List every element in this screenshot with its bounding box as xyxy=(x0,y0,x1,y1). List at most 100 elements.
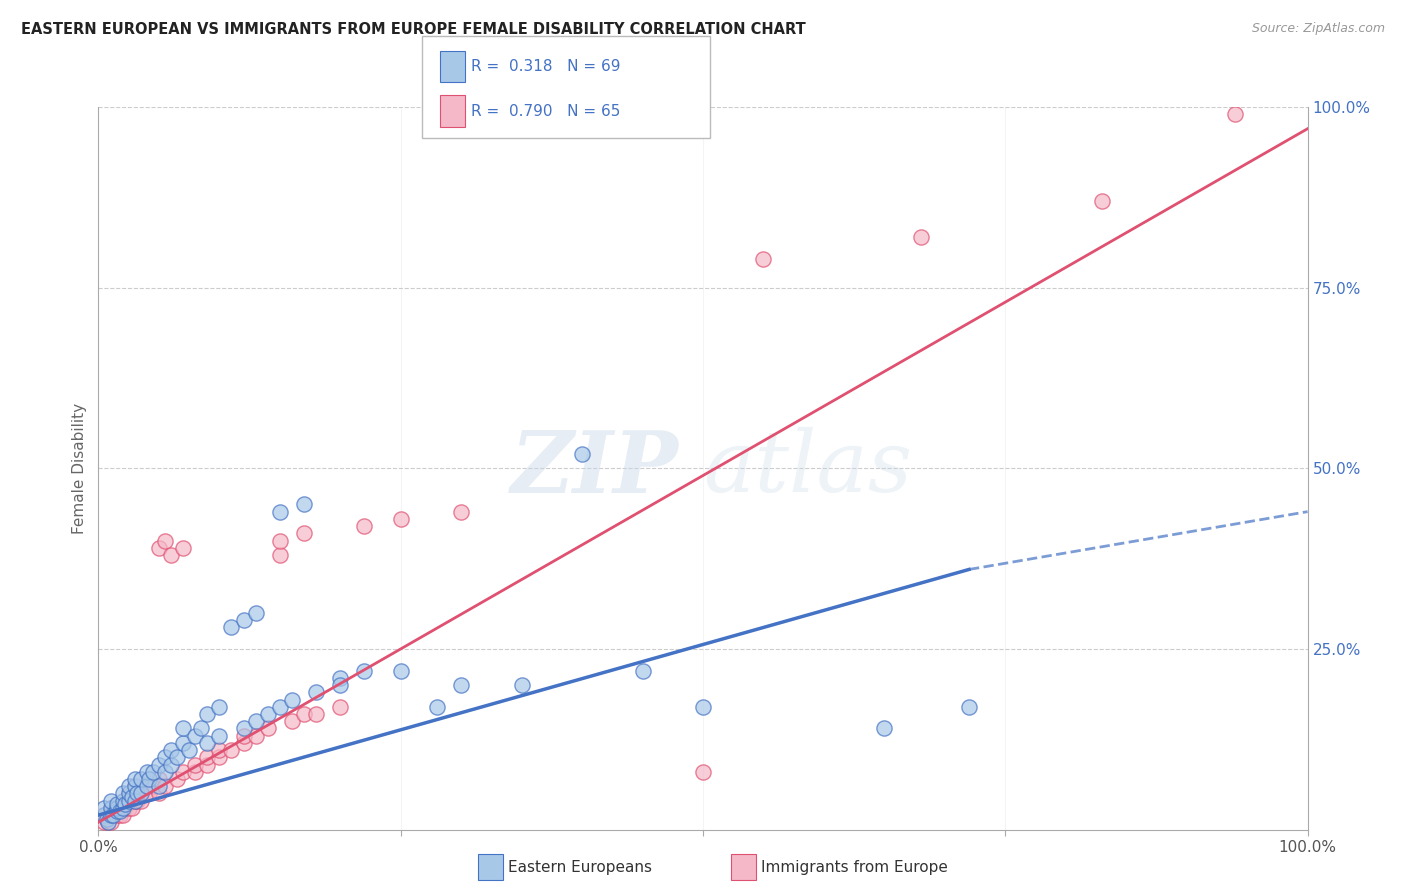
Point xyxy=(97,815,120,830)
Point xyxy=(160,743,183,757)
Point xyxy=(269,505,291,519)
Point xyxy=(121,790,143,805)
Text: Eastern Europeans: Eastern Europeans xyxy=(508,860,651,874)
Point xyxy=(124,787,146,801)
Text: R =  0.318   N = 69: R = 0.318 N = 69 xyxy=(471,59,620,74)
Point xyxy=(281,714,304,728)
Point xyxy=(329,678,352,692)
Point xyxy=(124,779,146,793)
Point xyxy=(105,808,128,822)
Point xyxy=(148,779,170,793)
Point xyxy=(232,736,254,750)
Point xyxy=(111,801,134,815)
Point xyxy=(105,797,128,812)
Point xyxy=(353,664,375,678)
Point xyxy=(124,794,146,808)
Point xyxy=(118,779,141,793)
Point xyxy=(93,808,115,822)
Point xyxy=(129,787,152,801)
Point xyxy=(135,779,157,793)
Point xyxy=(184,729,207,743)
Point xyxy=(752,252,775,266)
Text: ZIP: ZIP xyxy=(510,426,679,510)
Point xyxy=(195,736,218,750)
Point xyxy=(135,764,157,779)
Point xyxy=(292,526,315,541)
Point xyxy=(142,764,165,779)
Point xyxy=(256,706,278,721)
Point xyxy=(208,729,231,743)
Point xyxy=(101,808,124,822)
Point xyxy=(127,794,149,808)
Point xyxy=(124,779,146,793)
Point xyxy=(100,801,122,815)
Text: Immigrants from Europe: Immigrants from Europe xyxy=(761,860,948,874)
Point xyxy=(100,808,122,822)
Point xyxy=(105,805,128,819)
Point xyxy=(172,541,194,555)
Point xyxy=(692,699,714,714)
Point xyxy=(910,230,932,244)
Point xyxy=(195,750,218,764)
Point xyxy=(96,812,118,826)
Point xyxy=(208,699,231,714)
Point xyxy=(93,808,115,822)
Point xyxy=(135,787,157,801)
Point xyxy=(138,772,160,786)
Point xyxy=(631,664,654,678)
Point xyxy=(118,794,141,808)
Point xyxy=(305,706,328,721)
Point xyxy=(245,714,267,728)
Point xyxy=(245,606,267,620)
Point xyxy=(153,533,176,548)
Point xyxy=(111,794,134,808)
Point xyxy=(256,722,278,736)
Point xyxy=(208,743,231,757)
Point xyxy=(135,779,157,793)
Point xyxy=(101,808,124,822)
Point xyxy=(111,794,134,808)
Point xyxy=(426,699,449,714)
Point xyxy=(269,699,291,714)
Point xyxy=(121,801,143,815)
Point xyxy=(232,722,254,736)
Point xyxy=(184,757,207,772)
Point xyxy=(221,743,243,757)
Point xyxy=(153,779,176,793)
Point xyxy=(111,787,134,801)
Point xyxy=(142,779,165,793)
Point xyxy=(281,692,304,706)
Point xyxy=(138,787,160,801)
Point xyxy=(195,706,218,721)
Point xyxy=(129,787,152,801)
Point xyxy=(148,541,170,555)
Point xyxy=(957,699,980,714)
Point xyxy=(166,772,188,786)
Point xyxy=(160,548,183,562)
Point xyxy=(160,757,183,772)
Point xyxy=(100,815,122,830)
Text: EASTERN EUROPEAN VS IMMIGRANTS FROM EUROPE FEMALE DISABILITY CORRELATION CHART: EASTERN EUROPEAN VS IMMIGRANTS FROM EURO… xyxy=(21,22,806,37)
Point xyxy=(221,620,243,634)
Point xyxy=(118,794,141,808)
Point xyxy=(97,815,120,830)
Point xyxy=(172,722,194,736)
Point xyxy=(105,801,128,815)
Point xyxy=(1091,194,1114,208)
Point xyxy=(450,505,472,519)
Point xyxy=(100,808,122,822)
Point xyxy=(111,801,134,815)
Point xyxy=(100,794,122,808)
Point xyxy=(195,757,218,772)
Point xyxy=(93,801,115,815)
Point xyxy=(292,706,315,721)
Point xyxy=(353,519,375,533)
Point xyxy=(93,815,115,830)
Point xyxy=(179,743,201,757)
Point xyxy=(118,787,141,801)
Point xyxy=(124,772,146,786)
Text: atlas: atlas xyxy=(703,427,912,509)
Point xyxy=(450,678,472,692)
Point xyxy=(692,764,714,779)
Point xyxy=(127,787,149,801)
